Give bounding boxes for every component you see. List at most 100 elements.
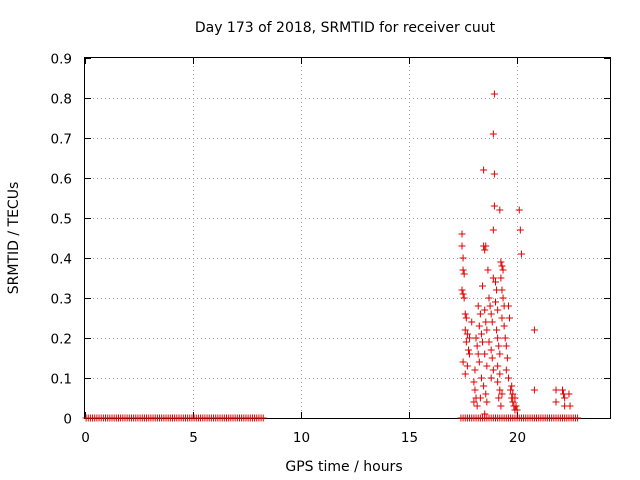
data-point xyxy=(497,402,505,410)
data-point xyxy=(574,414,582,422)
y-tick-label: 0.7 xyxy=(51,132,72,148)
data-point xyxy=(468,318,476,326)
data-point xyxy=(494,378,502,386)
data-point xyxy=(516,226,524,234)
data-point xyxy=(499,266,507,274)
data-point xyxy=(509,390,517,398)
data-point xyxy=(498,314,506,322)
data-point xyxy=(497,274,505,282)
data-point xyxy=(494,362,502,370)
data-point xyxy=(471,386,479,394)
x-axis-ticks: 0 5 10 15 20 xyxy=(81,58,526,446)
data-point xyxy=(507,386,515,394)
y-axis-ticks: 0 0.1 0.2 0.3 0.4 0.5 0.6 0.7 0.8 0.9 xyxy=(51,52,610,428)
data-point xyxy=(487,374,495,382)
data-point xyxy=(493,326,501,334)
data-point xyxy=(487,346,495,354)
data-point xyxy=(489,366,497,374)
data-point xyxy=(491,278,499,286)
data-point xyxy=(490,170,498,178)
data-point xyxy=(488,354,496,362)
data-point xyxy=(495,394,503,402)
data-point xyxy=(461,370,469,378)
data-point xyxy=(497,258,505,266)
data-point xyxy=(458,230,466,238)
data-point xyxy=(459,290,467,298)
data-point xyxy=(566,402,574,410)
data-point xyxy=(494,334,502,342)
y-tick-label: 0.6 xyxy=(51,172,72,188)
data-point xyxy=(483,326,491,334)
data-point xyxy=(473,342,481,350)
data-point xyxy=(530,326,538,334)
data-point xyxy=(476,394,484,402)
data-point xyxy=(476,310,484,318)
data-point xyxy=(485,338,493,346)
data-point xyxy=(501,334,509,342)
data-point xyxy=(480,382,488,390)
data-point xyxy=(500,322,508,330)
data-point xyxy=(459,254,467,262)
data-point xyxy=(504,374,512,382)
data-point xyxy=(479,282,487,290)
data-point xyxy=(459,266,467,274)
data-point xyxy=(462,338,470,346)
data-point xyxy=(561,394,569,402)
data-point xyxy=(466,350,474,358)
data-point xyxy=(496,206,504,214)
data-point xyxy=(489,130,497,138)
data-points xyxy=(82,90,582,422)
data-point xyxy=(517,250,525,258)
data-point xyxy=(486,302,494,310)
y-tick-label: 0.9 xyxy=(51,52,72,68)
data-point xyxy=(460,270,468,278)
data-point xyxy=(498,286,506,294)
x-tick-label: 20 xyxy=(509,430,526,446)
data-point xyxy=(481,306,489,314)
data-point xyxy=(463,330,471,338)
data-point xyxy=(502,342,510,350)
data-point xyxy=(471,366,479,374)
data-point xyxy=(482,390,490,398)
data-point xyxy=(496,350,504,358)
data-point xyxy=(494,306,502,314)
grid-lines xyxy=(85,58,610,418)
data-point xyxy=(508,382,516,390)
data-point xyxy=(480,166,488,174)
data-point xyxy=(558,386,566,394)
data-point xyxy=(495,342,503,350)
data-point xyxy=(463,362,471,370)
y-tick-label: 0 xyxy=(63,412,72,428)
data-point xyxy=(466,334,474,342)
data-point xyxy=(496,386,504,394)
data-point xyxy=(474,302,482,310)
x-axis-label: GPS time / hours xyxy=(285,459,402,475)
data-point xyxy=(472,334,480,342)
data-point xyxy=(503,354,511,362)
data-point xyxy=(461,310,469,318)
data-point xyxy=(496,370,504,378)
y-tick-label: 0.2 xyxy=(51,332,72,348)
data-point xyxy=(552,386,560,394)
data-point xyxy=(477,330,485,338)
data-point xyxy=(487,310,495,318)
data-point xyxy=(474,350,482,358)
data-point xyxy=(504,302,512,310)
data-point xyxy=(499,294,507,302)
data-point xyxy=(565,390,573,398)
y-tick-label: 0.4 xyxy=(51,252,72,268)
data-point xyxy=(490,90,498,98)
data-point xyxy=(470,398,478,406)
data-point xyxy=(462,314,470,322)
data-point xyxy=(259,414,267,422)
plot-frame xyxy=(84,57,611,419)
data-point xyxy=(482,242,490,250)
data-point xyxy=(483,398,491,406)
y-tick-label: 0.5 xyxy=(51,212,72,228)
data-point xyxy=(498,262,506,270)
data-point xyxy=(477,374,485,382)
data-point xyxy=(475,322,483,330)
data-point xyxy=(458,286,466,294)
data-point xyxy=(484,266,492,274)
